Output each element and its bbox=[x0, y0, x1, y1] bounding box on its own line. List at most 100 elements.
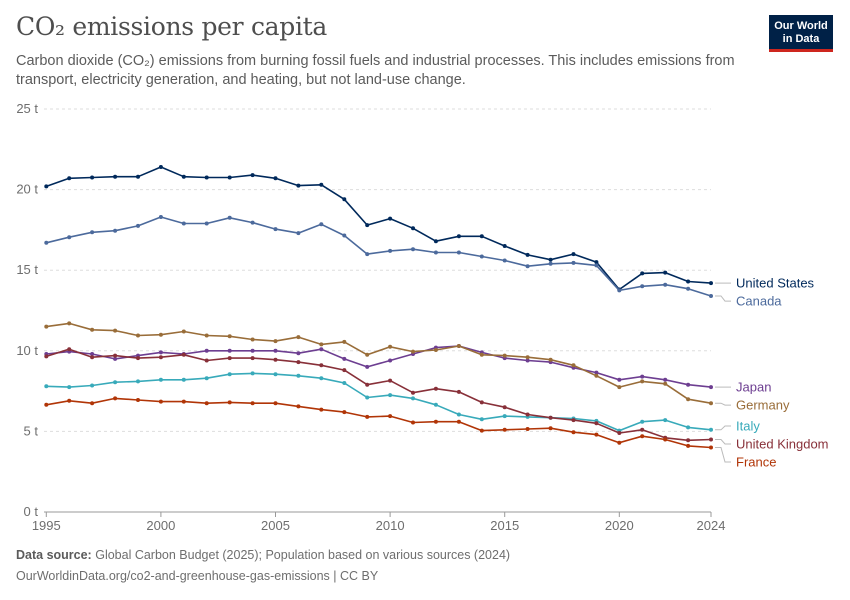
data-point-canada bbox=[67, 235, 72, 240]
data-point-united-kingdom bbox=[686, 438, 691, 443]
data-point-germany bbox=[204, 333, 209, 338]
data-point-united-kingdom bbox=[273, 357, 278, 362]
data-point-germany bbox=[479, 352, 484, 357]
series-line-france bbox=[46, 397, 712, 449]
data-point-united-states bbox=[181, 174, 186, 179]
data-point-united-kingdom bbox=[433, 386, 438, 391]
data-point-japan bbox=[250, 348, 255, 353]
source-link[interactable]: OurWorldinData.org/co2-and-greenhouse-ga… bbox=[16, 569, 379, 583]
series-lines bbox=[44, 165, 713, 450]
data-point-united-states bbox=[67, 176, 72, 181]
series-united-states bbox=[44, 165, 713, 292]
data-point-united-kingdom bbox=[113, 353, 118, 358]
data-point-italy bbox=[388, 393, 393, 398]
data-point-france bbox=[44, 402, 49, 407]
data-point-italy bbox=[181, 377, 186, 382]
data-point-japan bbox=[525, 358, 530, 363]
y-tick-label: 5 t bbox=[24, 423, 39, 438]
data-source-text: Global Carbon Budget (2025); Population … bbox=[95, 548, 511, 562]
data-point-canada bbox=[617, 288, 622, 293]
data-point-italy bbox=[158, 377, 163, 382]
data-point-italy bbox=[319, 376, 324, 381]
data-point-japan bbox=[663, 377, 668, 382]
data-point-germany bbox=[158, 332, 163, 337]
data-point-france bbox=[548, 426, 553, 431]
data-point-italy bbox=[433, 402, 438, 407]
data-point-united-kingdom bbox=[296, 360, 301, 365]
data-point-france bbox=[227, 400, 232, 405]
data-point-canada bbox=[44, 240, 49, 245]
data-point-canada bbox=[686, 286, 691, 291]
data-point-canada bbox=[296, 231, 301, 236]
data-point-france bbox=[571, 430, 576, 435]
series-line-italy bbox=[46, 372, 712, 432]
data-point-germany bbox=[250, 337, 255, 342]
data-point-united-kingdom bbox=[90, 355, 95, 360]
series-line-japan bbox=[46, 345, 712, 388]
data-point-france bbox=[686, 443, 691, 448]
data-point-canada bbox=[502, 258, 507, 263]
data-point-italy bbox=[365, 395, 370, 400]
data-point-france bbox=[617, 440, 622, 445]
data-point-united-kingdom bbox=[709, 437, 713, 442]
label-leader-italy bbox=[715, 425, 731, 431]
data-point-united-states bbox=[250, 173, 255, 178]
owid-logo[interactable]: Our World in Data bbox=[769, 15, 833, 52]
series-line-germany bbox=[46, 322, 712, 404]
data-point-canada bbox=[640, 284, 645, 289]
data-point-canada bbox=[433, 250, 438, 255]
data-point-france bbox=[250, 401, 255, 406]
y-tick-label: 15 t bbox=[16, 262, 38, 277]
data-point-italy bbox=[686, 425, 691, 430]
data-point-canada bbox=[250, 220, 255, 225]
data-point-canada bbox=[365, 252, 370, 257]
data-point-france bbox=[388, 414, 393, 419]
data-point-united-kingdom bbox=[594, 421, 599, 426]
data-point-united-states bbox=[158, 165, 163, 169]
series-label-japan: Japan bbox=[736, 380, 771, 395]
data-point-united-states bbox=[571, 252, 576, 257]
data-point-canada bbox=[479, 254, 484, 259]
data-point-canada bbox=[113, 228, 118, 233]
data-point-united-kingdom bbox=[525, 412, 530, 417]
data-point-united-states bbox=[136, 174, 140, 179]
data-point-canada bbox=[594, 263, 599, 268]
data-point-japan bbox=[90, 352, 95, 356]
data-point-germany bbox=[456, 344, 461, 348]
data-point-france bbox=[296, 404, 301, 409]
data-point-canada bbox=[158, 215, 163, 219]
data-point-italy bbox=[227, 372, 232, 377]
data-point-united-states bbox=[502, 244, 507, 248]
data-point-united-states bbox=[273, 176, 278, 181]
data-point-canada bbox=[571, 260, 576, 265]
series-label-italy: Italy bbox=[736, 419, 760, 434]
data-point-japan bbox=[113, 356, 118, 361]
data-point-united-states bbox=[388, 216, 393, 221]
data-point-france bbox=[433, 419, 438, 424]
data-point-france bbox=[663, 437, 668, 442]
data-point-canada bbox=[204, 221, 209, 226]
data-source-note: Data source: Global Carbon Budget (2025)… bbox=[16, 548, 510, 562]
data-point-canada bbox=[525, 264, 530, 269]
data-point-italy bbox=[67, 385, 72, 390]
data-point-united-kingdom bbox=[617, 431, 622, 435]
data-point-united-states bbox=[594, 260, 599, 265]
data-point-united-states bbox=[479, 234, 484, 239]
data-point-united-kingdom bbox=[158, 355, 163, 360]
data-point-japan bbox=[709, 385, 713, 390]
data-point-united-kingdom bbox=[456, 389, 461, 394]
data-point-germany bbox=[342, 339, 347, 344]
data-point-japan bbox=[640, 374, 645, 379]
data-point-united-kingdom bbox=[342, 368, 347, 373]
data-point-united-kingdom bbox=[67, 347, 72, 352]
data-point-japan bbox=[342, 356, 347, 361]
data-point-japan bbox=[617, 377, 622, 382]
x-tick-label: 2005 bbox=[261, 518, 290, 533]
data-point-japan bbox=[296, 351, 301, 356]
chart-subtitle: Carbon dioxide (CO₂) emissions from burn… bbox=[16, 53, 735, 88]
data-point-united-kingdom bbox=[388, 378, 393, 383]
data-point-italy bbox=[296, 373, 301, 378]
data-point-canada bbox=[181, 221, 186, 226]
data-point-germany bbox=[44, 324, 49, 329]
series-line-united-states bbox=[46, 166, 712, 291]
